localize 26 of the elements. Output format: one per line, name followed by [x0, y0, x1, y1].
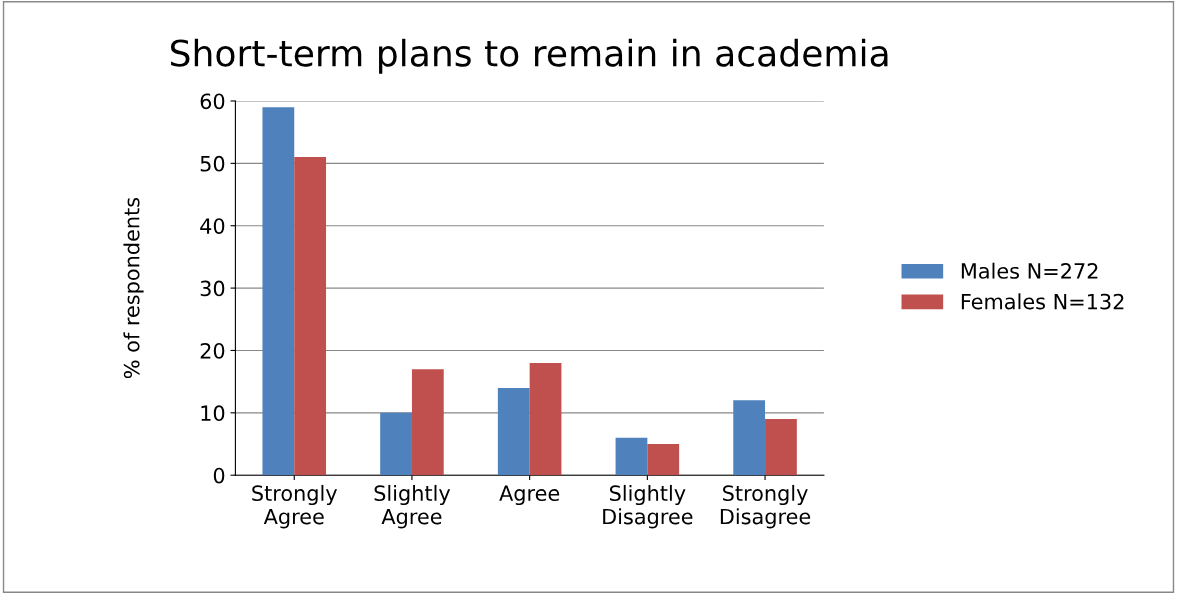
bar — [615, 437, 648, 476]
y-tick-label: 20 — [200, 342, 225, 359]
x-tick-label: Strongly Agree — [252, 484, 338, 529]
y-tick-label: 60 — [200, 93, 225, 110]
legend-label: Females N=132 — [961, 293, 1124, 310]
y-tick-label: 30 — [200, 280, 225, 297]
bar — [647, 444, 680, 476]
bar — [733, 400, 766, 476]
bar — [529, 362, 562, 476]
y-axis-title: % of respondents — [123, 197, 144, 379]
x-tick-label: Strongly Disagree — [720, 484, 811, 529]
legend-label: Males N=272 — [961, 262, 1098, 279]
y-tick-label: 50 — [200, 155, 225, 172]
y-tick-label: 10 — [201, 405, 225, 422]
bar — [380, 412, 412, 476]
y-tick-label: 0 — [213, 467, 225, 484]
x-tick-label: Agree — [499, 485, 560, 506]
chart-title: Short-term plans to remain in academia — [170, 38, 888, 74]
x-tick-label: Slightly Disagree — [603, 484, 693, 529]
bar — [262, 107, 295, 476]
bar — [497, 387, 530, 476]
bar — [294, 157, 327, 476]
x-tick-label: Slightly Agree — [374, 484, 451, 529]
bar — [765, 419, 797, 476]
bar — [411, 369, 444, 476]
y-tick-label: 40 — [200, 218, 225, 234]
